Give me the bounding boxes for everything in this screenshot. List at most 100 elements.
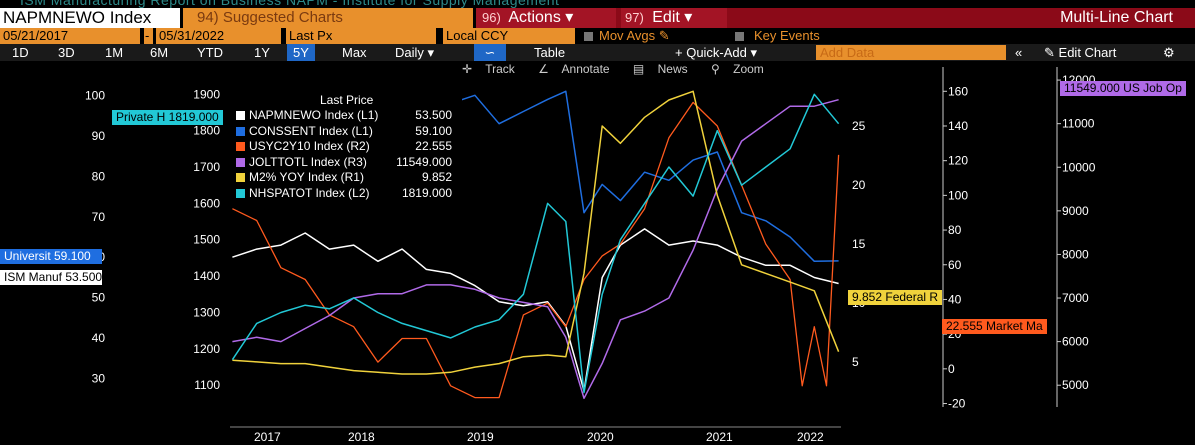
header-bar: NAPMNEWO Index 94) Suggested Charts 96) …	[0, 8, 1195, 28]
pencil-icon: ✎	[658, 28, 670, 43]
legend-name: M2% YOY Index (R1)	[249, 170, 364, 184]
collapse-icon[interactable]: «	[1015, 45, 1023, 60]
y-tick-label-r3: 5000	[1062, 378, 1089, 392]
edit-menu[interactable]: 97) Edit ▾	[621, 8, 727, 28]
legend-name: JOLTTOTL Index (R3)	[249, 154, 367, 169]
legend-swatch	[236, 111, 245, 120]
y-tick-label-r1: 60	[948, 258, 962, 272]
y-tick-label-l1: 90	[92, 129, 106, 143]
price-field-select[interactable]: Last Px	[286, 28, 436, 44]
mov-avgs-checkbox[interactable]	[584, 32, 593, 41]
x-tick-label: 2021	[706, 430, 733, 444]
date-separator: -	[144, 28, 153, 44]
zoom-tool[interactable]: ⚲ Zoom	[711, 62, 774, 76]
legend-name: USYC2Y10 Index (R2)	[249, 139, 370, 153]
actions-num: 96)	[482, 10, 501, 25]
currency-select[interactable]: Local CCY	[443, 28, 575, 44]
period-6m[interactable]: 6M	[150, 45, 169, 60]
legend-row[interactable]: USYC2Y10 Index (R2) 22.555	[236, 139, 458, 155]
series-line-nhspatot-index[interactable]	[231, 93, 840, 394]
ticker-field[interactable]: NAPMNEWO Index	[0, 8, 180, 28]
legend-value: 22.555	[415, 139, 452, 153]
legend-name: NHSPATOT Index (L2)	[249, 185, 370, 200]
series-line-usyc2y10-index[interactable]	[232, 101, 840, 399]
legend-swatch	[236, 173, 245, 182]
options-bar: 05/21/2017 - 05/31/2022 Last Px Local CC…	[0, 28, 1195, 44]
period-3d[interactable]: 3D	[58, 45, 75, 60]
y-tick-label-l2: 1100	[194, 378, 220, 392]
news-tool[interactable]: ▤ News	[633, 62, 701, 76]
period-max[interactable]: Max	[342, 45, 367, 60]
gear-icon[interactable]: ⚙	[1163, 45, 1175, 60]
period-1m[interactable]: 1M	[105, 45, 124, 60]
legend-value: 1819.000	[401, 185, 452, 200]
y-tick-label-l1: 40	[92, 331, 106, 345]
x-tick-label: 2022	[797, 430, 824, 444]
y-tick-label-l2: 1800	[193, 124, 220, 138]
actions-menu[interactable]: 96) Actions ▾	[476, 8, 616, 28]
key-events-checkbox[interactable]	[735, 32, 744, 41]
frequency-select[interactable]: Daily ▾	[395, 44, 434, 61]
y-tick-label-r1: 120	[948, 154, 968, 168]
line-chart-icon[interactable]: ∽	[474, 44, 506, 61]
mov-avgs-label[interactable]: Mov Avgs ✎	[599, 28, 670, 44]
suggested-charts-num: 94)	[197, 9, 219, 26]
y-tick-label-l2: 1200	[193, 342, 220, 356]
x-tick-label: 2018	[348, 430, 375, 444]
start-date-field[interactable]: 05/21/2017	[0, 28, 140, 44]
y-tick-label-r2: 5	[852, 355, 859, 369]
y-tick-label-r1: 140	[948, 119, 968, 133]
pencil-icon: ∠	[538, 62, 549, 76]
chart-legend: Last Price NAPMNEWO Index (L1) 53.500 CON…	[232, 90, 462, 204]
table-button[interactable]: Table	[534, 45, 566, 60]
suggested-charts-menu[interactable]: 94) Suggested Charts	[183, 8, 473, 28]
y-tick-label-r3: 8000	[1062, 247, 1089, 261]
news-label: News	[657, 62, 688, 76]
end-date-field[interactable]: 05/31/2022	[156, 28, 281, 44]
key-events-label[interactable]: Key Events	[754, 28, 820, 43]
legend-swatch	[236, 142, 245, 151]
series-lines	[231, 90, 840, 400]
edit-num: 97)	[625, 10, 644, 25]
legend-row[interactable]: NAPMNEWO Index (L1) 53.500	[236, 108, 458, 124]
legend-row[interactable]: M2% YOY Index (R1) 9.852	[236, 170, 458, 186]
series-line-m2-yoy-index[interactable]	[232, 90, 840, 375]
actions-label: Actions	[508, 9, 561, 26]
flag-yield-curve: 22.555 Market Ma	[942, 319, 1047, 334]
legend-swatch	[236, 157, 245, 167]
y-tick-label-r3: 6000	[1062, 335, 1089, 349]
period-ytd[interactable]: YTD	[197, 45, 223, 60]
legend-value: 53.500	[415, 108, 452, 122]
legend-row[interactable]: CONSSENT Index (L1) 59.100	[236, 124, 458, 140]
flag-private-housing: Private H 1819.000	[112, 110, 223, 125]
flag-consumer-sentiment: Universit 59.100	[0, 249, 102, 264]
track-tool[interactable]: ✛ Track	[462, 62, 528, 76]
x-tick-label: 2020	[587, 430, 614, 444]
report-title: ISM Manufacturing Report on Business NAP…	[20, 0, 560, 8]
period-bar: 1D 3D 1M 6M YTD 1Y 5Y Max Daily ▾ ∽ Tabl…	[0, 44, 1195, 61]
period-1y[interactable]: 1Y	[254, 45, 270, 60]
y-tick-label-l2: 1700	[193, 160, 220, 174]
y-tick-label-r2: 25	[852, 119, 866, 133]
legend-row[interactable]: NHSPATOT Index (L2) 1819.000	[236, 186, 458, 202]
legend-row[interactable]: JOLTTOTL Index (R3) 11549.000	[236, 155, 458, 171]
flag-ism: ISM Manuf 53.500	[0, 270, 102, 285]
frequency-label: Daily	[395, 45, 424, 60]
y-tick-label-r1: 100	[948, 188, 968, 202]
quick-add-label: + Quick-Add	[675, 45, 747, 60]
series-line-jolttotl-index[interactable]	[232, 98, 839, 400]
period-1d[interactable]: 1D	[12, 45, 29, 60]
add-data-input[interactable]: Add Data	[816, 45, 1006, 60]
period-5y[interactable]: 5Y	[287, 44, 315, 61]
chevron-down-icon: ▾	[684, 9, 693, 26]
edit-chart-button[interactable]: ✎ Edit Chart	[1044, 44, 1116, 61]
quick-add-menu[interactable]: + Quick-Add ▾	[675, 44, 757, 61]
crosshair-icon: ✛	[462, 62, 473, 76]
annotate-tool[interactable]: ∠ Annotate	[538, 62, 623, 76]
x-tick-label: 2017	[254, 430, 281, 444]
y-tick-label-l2: 1900	[193, 87, 220, 101]
edit-chart-label: Edit Chart	[1058, 45, 1117, 60]
zoom-label: Zoom	[733, 62, 764, 76]
series-line-napmnewo-index[interactable]	[232, 228, 839, 392]
report-title-strip: ISM Manufacturing Report on Business NAP…	[0, 0, 1195, 8]
